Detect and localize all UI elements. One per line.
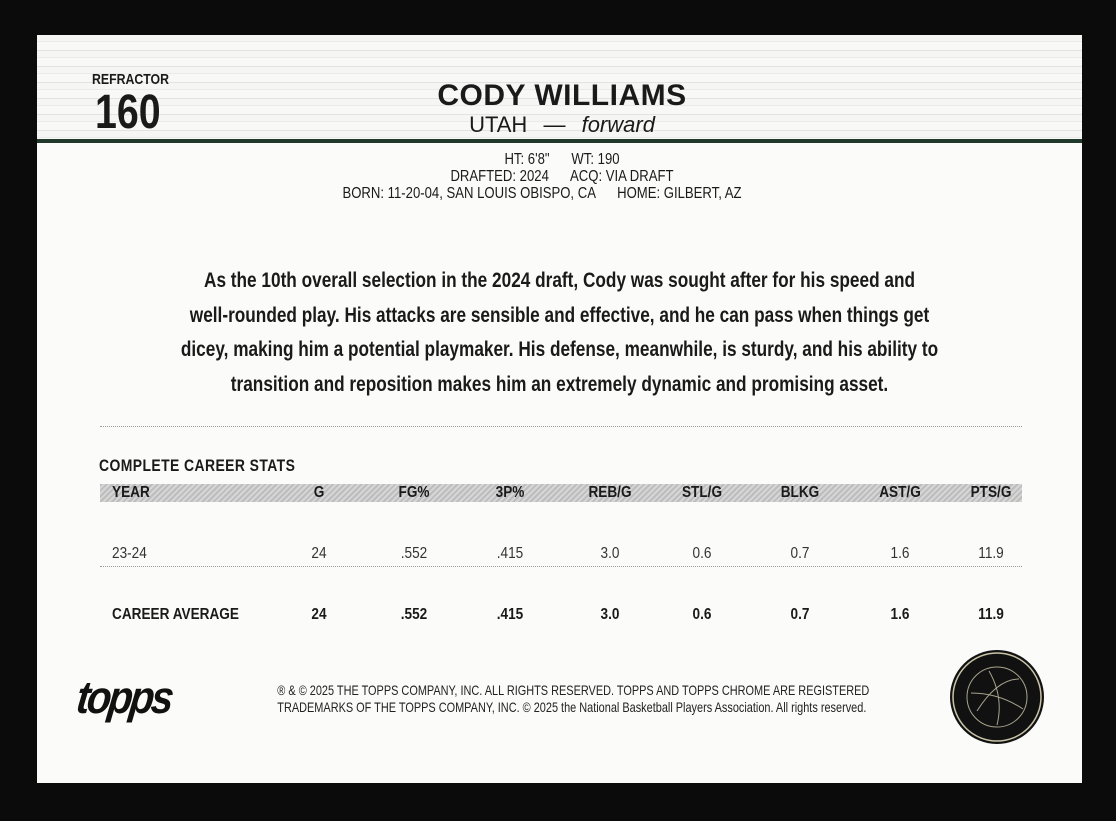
cell: 23-24 [112, 545, 147, 562]
legal-line: TRADEMARKS OF THE TOPPS COMPANY, INC. © … [277, 699, 867, 715]
legal-line: ® & © 2025 THE TOPPS COMPANY, INC. ALL R… [277, 682, 870, 698]
header-divider [37, 139, 1082, 143]
cell: 11.9 [978, 606, 1004, 623]
paragraph-line: As the 10th overall selection in the 202… [204, 269, 915, 292]
cell: 11.9 [978, 545, 1004, 562]
legal-text: ® & © 2025 THE TOPPS COMPANY, INC. ALL R… [197, 682, 927, 716]
bio-paragraph: As the 10th overall selection in the 202… [37, 264, 1082, 402]
header-3p: 3P% [495, 484, 525, 501]
dash: — [543, 112, 566, 137]
bio-line-3: BORN: 11-20-04, SAN LOUIS OBISPO, CA HOM… [342, 185, 742, 202]
cell: 24 [311, 545, 327, 562]
cell: .552 [400, 606, 428, 623]
cell: 3.0 [600, 545, 620, 562]
wood-texture-header [37, 35, 1082, 141]
cell: .415 [496, 545, 524, 562]
paragraph-line: well-rounded play. His attacks are sensi… [189, 303, 930, 327]
header-ast: AST/G [879, 484, 921, 501]
bio-line-2: DRAFTED: 2024 ACQ: VIA DRAFT [450, 168, 674, 185]
cell: 1.6 [890, 545, 910, 562]
career-average-row: CAREER AVERAGE 24 .552 .415 3.0 0.6 0.7 … [100, 606, 1022, 626]
cell: 0.7 [790, 545, 810, 562]
card-back: REFRACTOR 160 CODY WILLIAMS UTAH — forwa… [37, 35, 1082, 783]
cell: .415 [496, 606, 524, 623]
paragraph-line: dicey, making him a potential playmaker.… [180, 338, 939, 361]
cell: 0.7 [790, 606, 810, 623]
nbpa-seal-logo [950, 650, 1044, 744]
row-divider [100, 566, 1022, 567]
stats-header-row: YEAR G FG% 3P% REB/G STL/G BLKG AST/G PT… [100, 484, 1022, 504]
cell: 24 [311, 606, 327, 623]
header-stl: STL/G [681, 484, 723, 501]
parallel-label: REFRACTOR [92, 71, 169, 88]
cell: 1.6 [890, 606, 910, 623]
stats-title: COMPLETE CAREER STATS [99, 456, 296, 475]
cell: 3.0 [600, 606, 620, 623]
bio-line-1: HT: 6'8" WT: 190 [504, 151, 620, 168]
stats-row: 23-24 24 .552 .415 3.0 0.6 0.7 1.6 11.9 [100, 545, 1022, 565]
player-name: CODY WILLIAMS [437, 79, 687, 112]
section-divider [100, 426, 1022, 427]
cell: 0.6 [692, 606, 712, 623]
team-name: UTAH [469, 112, 528, 137]
cell: 0.6 [692, 545, 712, 562]
cell: .552 [400, 545, 428, 562]
topps-logo: topps [73, 672, 174, 724]
paragraph-line: transition and reposition makes him an e… [230, 372, 889, 396]
cell: CAREER AVERAGE [112, 606, 239, 623]
header-year: YEAR [112, 484, 150, 501]
header-g: G [313, 484, 325, 501]
header-reb: REB/G [588, 484, 632, 501]
header-fg: FG% [398, 484, 430, 501]
team-position: UTAH — forward [37, 113, 1082, 137]
stats-header-bar [100, 484, 1022, 502]
card-number: 160 [95, 86, 161, 139]
header-pts: PTS/G [970, 484, 1012, 501]
position: forward [581, 112, 655, 137]
header-blk: BLKG [780, 484, 820, 501]
